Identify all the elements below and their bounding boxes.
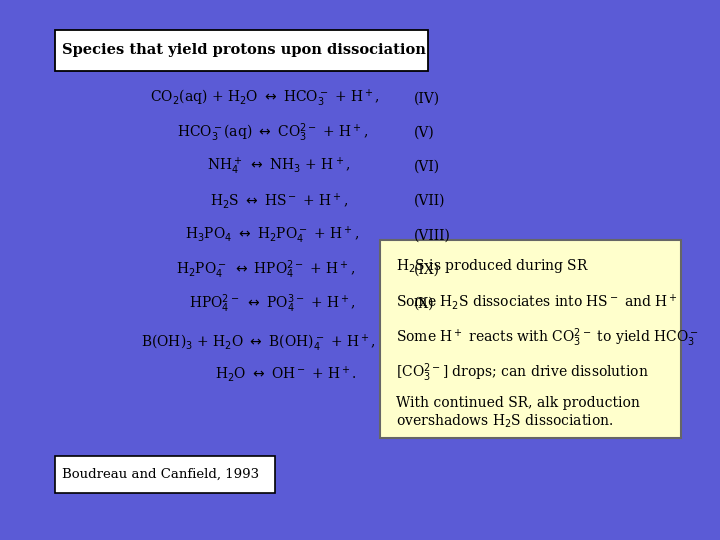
FancyBboxPatch shape bbox=[55, 30, 428, 71]
Text: H$_2$O $\leftrightarrow$ OH$^-$ + H$^+$.: H$_2$O $\leftrightarrow$ OH$^-$ + H$^+$. bbox=[215, 364, 356, 384]
Text: Some H$_2$S dissociates into HS$^-$ and H$^+$: Some H$_2$S dissociates into HS$^-$ and … bbox=[396, 292, 678, 312]
Text: H$_2$S is produced during SR: H$_2$S is produced during SR bbox=[396, 257, 589, 275]
Text: Species that yield protons upon dissociation: Species that yield protons upon dissocia… bbox=[62, 44, 426, 57]
Text: (IV): (IV) bbox=[414, 91, 440, 105]
Text: (V): (V) bbox=[414, 125, 435, 139]
Text: HCO$_3^-$(aq) $\leftrightarrow$ CO$_3^{2-}$ + H$^+$,: HCO$_3^-$(aq) $\leftrightarrow$ CO$_3^{2… bbox=[176, 121, 367, 144]
Text: B(OH)$_3$ + H$_2$O $\leftrightarrow$ B(OH)$_4^-$ + H$^+$,: B(OH)$_3$ + H$_2$O $\leftrightarrow$ B(O… bbox=[141, 333, 376, 354]
Text: NH$_4^+$ $\leftrightarrow$ NH$_3$ + H$^+$,: NH$_4^+$ $\leftrightarrow$ NH$_3$ + H$^+… bbox=[207, 156, 351, 177]
Text: [CO$_3^{2-}$] drops; can drive dissolution: [CO$_3^{2-}$] drops; can drive dissoluti… bbox=[396, 361, 649, 384]
FancyBboxPatch shape bbox=[55, 456, 275, 493]
Text: HPO$_4^{2-}$ $\leftrightarrow$ PO$_4^{3-}$ + H$^+$,: HPO$_4^{2-}$ $\leftrightarrow$ PO$_4^{3-… bbox=[189, 293, 356, 315]
Text: H$_2$PO$_4^-$ $\leftrightarrow$ HPO$_4^{2-}$ + H$^+$,: H$_2$PO$_4^-$ $\leftrightarrow$ HPO$_4^{… bbox=[176, 258, 355, 281]
Text: (VIII): (VIII) bbox=[414, 228, 451, 242]
Text: Boudreau and Canfield, 1993: Boudreau and Canfield, 1993 bbox=[62, 468, 259, 481]
Text: (VII): (VII) bbox=[414, 194, 446, 208]
Text: Some H$^+$ reacts with CO$_3^{2-}$ to yield HCO$_3^-$: Some H$^+$ reacts with CO$_3^{2-}$ to yi… bbox=[396, 327, 698, 349]
FancyBboxPatch shape bbox=[380, 240, 681, 438]
Text: With continued SR, alk production
overshadows H$_2$S dissociation.: With continued SR, alk production oversh… bbox=[396, 396, 640, 430]
Text: (VI): (VI) bbox=[414, 160, 440, 174]
Text: CO$_2$(aq) + H$_2$O $\leftrightarrow$ HCO$_3^-$ + H$^+$,: CO$_2$(aq) + H$_2$O $\leftrightarrow$ HC… bbox=[150, 87, 380, 109]
Text: (IX): (IX) bbox=[414, 262, 440, 276]
Text: H$_2$S $\leftrightarrow$ HS$^-$ + H$^+$,: H$_2$S $\leftrightarrow$ HS$^-$ + H$^+$, bbox=[210, 191, 348, 211]
Text: (X): (X) bbox=[414, 297, 435, 311]
Text: H$_3$PO$_4$ $\leftrightarrow$ H$_2$PO$_4^-$ + H$^+$,: H$_3$PO$_4$ $\leftrightarrow$ H$_2$PO$_4… bbox=[185, 225, 359, 246]
